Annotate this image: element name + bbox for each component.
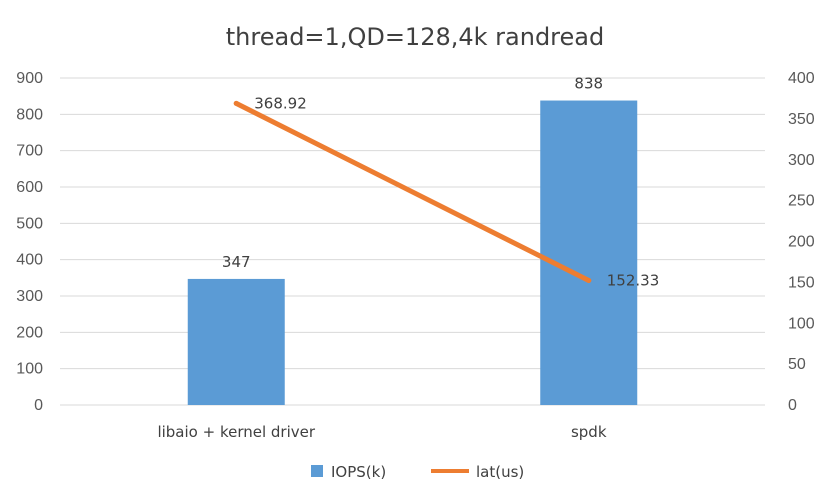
right-tick-label: 300 [788,152,815,169]
left-tick-label: 600 [16,179,43,196]
right-tick-label: 100 [788,315,815,332]
bar [540,100,638,405]
legend-bar-swatch [311,465,323,477]
right-tick-label: 50 [788,356,806,373]
category-labels: libaio + kernel driver spdk [157,423,606,441]
category-label: spdk [571,423,607,441]
line-data-label: 152.33 [607,271,660,289]
left-tick-label: 400 [16,252,43,269]
latency-point [233,100,239,106]
legend-bar-label: IOPS(k) [331,463,386,481]
right-axis-ticks: 0 50 100 150 200 250 300 350 400 [788,70,815,414]
legend-line-label: lat(us) [476,463,524,481]
left-tick-label: 100 [16,361,43,378]
data-labels: 347 838 368.92 152.33 [222,75,659,290]
category-label: libaio + kernel driver [157,423,315,441]
right-tick-label: 0 [788,397,797,414]
latency-point [586,277,592,283]
left-tick-label: 200 [16,324,43,341]
left-axis-ticks: 0 100 200 300 400 500 600 700 800 900 [16,70,43,414]
left-tick-label: 0 [34,397,43,414]
legend[interactable]: IOPS(k) lat(us) [311,463,524,481]
right-tick-label: 200 [788,234,815,251]
left-tick-label: 300 [16,288,43,305]
line-series [233,100,592,283]
right-tick-label: 150 [788,274,815,291]
left-tick-label: 800 [16,106,43,123]
right-tick-label: 350 [788,111,815,128]
gridlines [60,77,765,406]
right-tick-label: 400 [788,70,815,87]
bar-data-label: 347 [222,253,251,271]
bar-series [187,100,638,405]
left-tick-label: 500 [16,215,43,232]
right-tick-label: 250 [788,193,815,210]
chart-title: thread=1,QD=128,4k randread [226,23,604,51]
line-data-label: 368.92 [254,94,307,112]
latency-line [233,100,592,283]
left-tick-label: 700 [16,143,43,160]
left-tick-label: 900 [16,70,43,87]
bar [187,278,285,405]
bar-data-label: 838 [574,75,603,93]
